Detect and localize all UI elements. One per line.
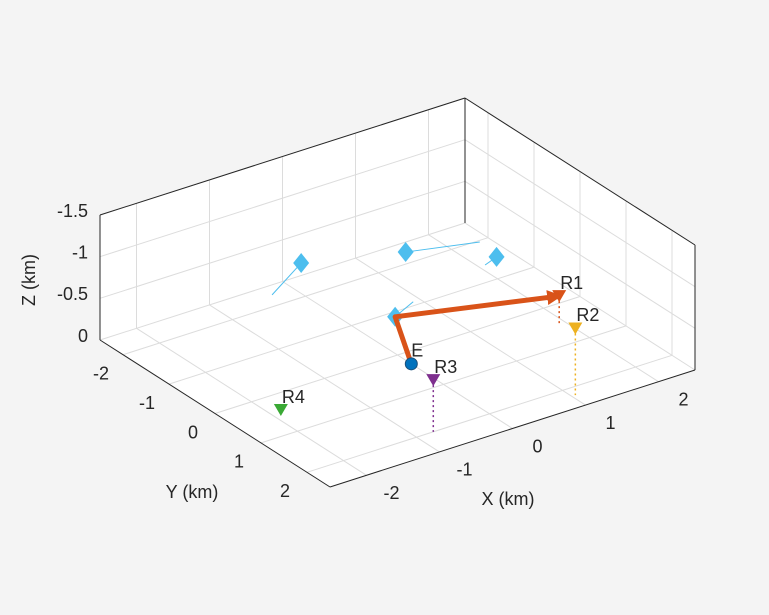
grid-line bbox=[99, 139, 466, 258]
z-tick-label: -0.5 bbox=[57, 284, 88, 304]
grid-line bbox=[464, 139, 696, 288]
grid-line bbox=[168, 266, 535, 385]
signal-path bbox=[392, 290, 563, 365]
y-tick-label: -2 bbox=[93, 363, 109, 383]
box-edge bbox=[464, 97, 696, 246]
grid-line bbox=[306, 354, 673, 473]
receiver-label: R1 bbox=[560, 273, 583, 293]
grid-line bbox=[464, 222, 696, 371]
grid-line bbox=[99, 222, 466, 341]
grid-line bbox=[99, 180, 466, 299]
target-marker bbox=[397, 242, 414, 263]
box-edge bbox=[99, 97, 466, 216]
target-marker bbox=[488, 246, 505, 267]
z-tick-label: -1 bbox=[72, 242, 88, 262]
z-tick-label: 0 bbox=[78, 326, 88, 346]
x-axis-label: X (km) bbox=[482, 489, 535, 509]
grid-line bbox=[122, 237, 489, 356]
z-axis-label: Z (km) bbox=[19, 254, 39, 306]
box-edge bbox=[99, 339, 331, 488]
receiver-label: R2 bbox=[576, 305, 599, 325]
receiver-label: R4 bbox=[282, 387, 305, 407]
z-tick-label: -1.5 bbox=[57, 201, 88, 221]
emitter-label: E bbox=[411, 341, 423, 361]
y-axis-label: Y (km) bbox=[166, 482, 219, 502]
x-tick-label: -2 bbox=[383, 483, 399, 503]
y-tick-label: 1 bbox=[234, 452, 244, 472]
velocity-line bbox=[405, 241, 480, 253]
grid-line bbox=[260, 325, 627, 444]
x-tick-label: 2 bbox=[678, 389, 688, 409]
receiver-marker bbox=[273, 404, 288, 417]
y-tick-label: 0 bbox=[188, 422, 198, 442]
velocity-line bbox=[271, 262, 302, 296]
grid-line bbox=[464, 180, 696, 329]
receiver-label: R3 bbox=[434, 357, 457, 377]
box-edge bbox=[329, 369, 696, 488]
grid-line bbox=[214, 296, 581, 414]
x-tick-label: -1 bbox=[456, 460, 472, 480]
y-tick-label: -1 bbox=[139, 393, 155, 413]
receiver-marker bbox=[568, 322, 583, 335]
y-tick-label: 2 bbox=[280, 481, 290, 501]
emitter-marker bbox=[404, 357, 418, 371]
target-marker bbox=[293, 253, 310, 274]
receiver-marker bbox=[426, 374, 441, 387]
x-tick-label: 1 bbox=[605, 413, 615, 433]
x-tick-label: 0 bbox=[532, 436, 542, 456]
